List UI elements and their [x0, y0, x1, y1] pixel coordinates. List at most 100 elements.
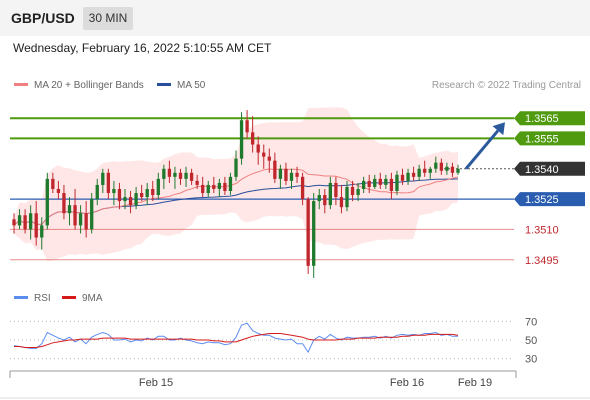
candle-70	[400, 168, 405, 185]
resistance-tag-0	[514, 111, 585, 126]
resistance-label-0: 1.3565	[525, 113, 559, 125]
candle-body-29	[173, 172, 177, 177]
candle-1	[17, 209, 22, 230]
candle-body-70	[400, 174, 405, 181]
candle-78	[445, 162, 449, 175]
candle-29	[173, 166, 177, 189]
candle-58	[334, 176, 338, 206]
candle-body-20	[123, 197, 127, 202]
target-label-5: 1.3495	[525, 255, 559, 267]
candle-13	[84, 201, 88, 238]
candle-43	[250, 116, 255, 153]
candle-body-80	[456, 168, 460, 173]
candle-69	[395, 170, 399, 196]
candle-63	[361, 176, 366, 194]
price-level-labels: 1.3565 1.3555 1.3540 1.3525 1.3510 1.3495	[514, 111, 585, 267]
candle-body-26	[156, 178, 160, 196]
rsi-tick-30: 30	[525, 354, 537, 366]
x-axis: Feb 15 Feb 16 Feb 19	[0, 370, 590, 399]
candle-body-67	[384, 178, 388, 185]
candle-47	[273, 152, 277, 183]
moving-averages	[13, 168, 459, 226]
candle-body-69	[395, 174, 399, 191]
candle-48	[278, 164, 283, 189]
candle-61	[350, 180, 355, 202]
candle-body-5	[40, 225, 44, 238]
candle-body-16	[101, 172, 105, 185]
candle-body-24	[145, 188, 149, 198]
candle-body-31	[184, 172, 188, 179]
candle-2	[23, 209, 27, 234]
candle-71	[406, 168, 410, 185]
candle-body-78	[445, 166, 449, 171]
candle-53	[306, 197, 310, 274]
candle-77	[439, 158, 444, 175]
candle-body-49	[284, 168, 288, 181]
candle-28	[167, 160, 172, 183]
candle-body-10	[67, 205, 72, 214]
rsi-ma-line	[14, 333, 459, 348]
timestamp: Wednesday, February 16, 2022 5:10:55 AM …	[13, 41, 272, 55]
candle-74	[423, 160, 427, 177]
support-label-3: 1.3525	[525, 194, 559, 206]
candle-32	[189, 168, 194, 185]
candle-body-71	[406, 172, 410, 181]
x-tick-feb-16: Feb 16	[390, 377, 424, 389]
legend-rsi-ma: 9MA	[62, 293, 103, 304]
candle-41	[239, 112, 244, 165]
candle-15	[95, 178, 99, 206]
legend-ma50-label: MA 50	[177, 80, 206, 91]
candle-body-52	[300, 176, 305, 200]
candle-6	[45, 172, 49, 230]
candle-39	[228, 172, 233, 196]
candle-80	[456, 164, 460, 175]
legend-rsi-ma-swatch	[62, 295, 76, 299]
rsi-tick-70: 70	[525, 316, 537, 328]
legend-bollinger-swatch	[14, 82, 28, 86]
legend-rsi-ma-label: 9MA	[82, 293, 103, 304]
candle-22	[134, 186, 138, 210]
candle-59	[339, 184, 344, 214]
candle-body-32	[189, 172, 194, 181]
candle-body-50	[289, 172, 294, 181]
candle-52	[300, 172, 305, 206]
timeframe-badge[interactable]: 30 MIN	[83, 7, 133, 30]
legend-bollinger: MA 20 + Bollinger Bands	[14, 80, 144, 91]
candle-body-28	[167, 168, 172, 177]
candle-body-60	[345, 186, 349, 208]
candle-body-63	[361, 180, 366, 189]
candle-body-68	[389, 178, 394, 191]
candle-57	[328, 176, 333, 210]
candle-55	[317, 188, 321, 210]
chart-header: GBP/USD 30 MIN	[0, 0, 590, 36]
candle-body-15	[95, 184, 99, 200]
candle-17	[106, 168, 111, 200]
forecast-arrow	[464, 122, 505, 170]
candle-49	[284, 162, 288, 185]
resistance-tag-1	[514, 131, 585, 146]
legend-bollinger-label: MA 20 + Bollinger Bands	[34, 80, 144, 91]
candle-20	[123, 188, 127, 210]
candle-67	[384, 174, 388, 189]
candle-54	[312, 193, 316, 278]
candle-body-7	[51, 178, 55, 189]
candle-25	[151, 180, 155, 202]
candle-30	[178, 168, 183, 185]
candle-body-19	[117, 188, 122, 202]
candle-75	[428, 166, 432, 179]
candle-79	[450, 162, 455, 177]
candle-body-76	[434, 162, 438, 169]
candle-40	[234, 150, 238, 181]
candle-38	[223, 176, 227, 196]
forecast-arrow-shaft	[464, 129, 500, 170]
forecast-arrow-head	[492, 122, 505, 136]
resistance-label-1: 1.3555	[525, 133, 559, 145]
bollinger-band-area	[14, 107, 458, 262]
candle-18	[112, 180, 116, 206]
candle-3	[28, 205, 33, 240]
candle-body-18	[112, 188, 116, 194]
legend-ma50: MA 50	[157, 80, 205, 91]
candle-body-35	[206, 184, 210, 194]
candle-body-65	[373, 178, 377, 187]
